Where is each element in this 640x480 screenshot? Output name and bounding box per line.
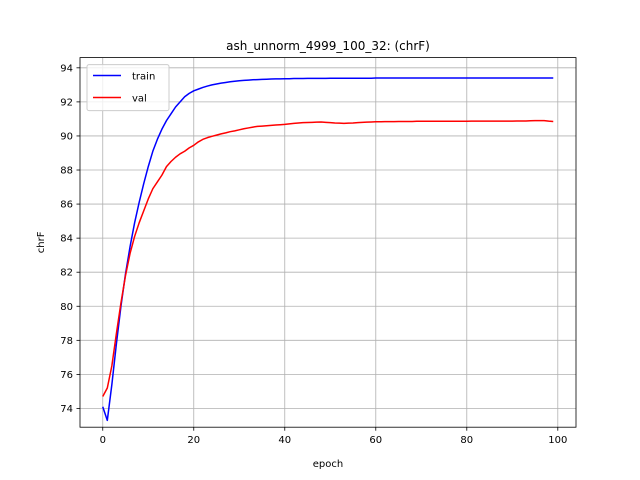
y-tick-label: 78 xyxy=(60,336,73,347)
y-tick-label: 92 xyxy=(60,97,73,108)
chart-title: ash_unnorm_4999_100_32: (chrF) xyxy=(226,39,430,53)
x-tick-label: 0 xyxy=(100,435,106,446)
series-line-train xyxy=(102,77,554,422)
plot-frame xyxy=(79,57,577,428)
y-tick-label: 86 xyxy=(60,200,73,211)
y-tick-label: 74 xyxy=(60,404,73,415)
y-axis-label: chrF xyxy=(36,231,47,253)
legend-label-train: train xyxy=(132,72,155,83)
y-tick-label: 80 xyxy=(60,302,73,313)
x-tick-label: 60 xyxy=(369,435,382,446)
x-tick-label: 40 xyxy=(278,435,291,446)
x-axis-ticks: 0 20 40 60 80 100 xyxy=(100,427,567,446)
legend-label-val: val xyxy=(132,94,147,105)
legend: train val xyxy=(86,64,170,112)
y-tick-label: 84 xyxy=(60,234,73,245)
y-tick-label: 76 xyxy=(60,370,73,381)
legend-box xyxy=(86,64,170,112)
y-tick-label: 82 xyxy=(60,268,73,279)
x-tick-label: 100 xyxy=(548,435,567,446)
plot-area xyxy=(80,57,576,428)
y-tick-label: 94 xyxy=(60,63,73,74)
x-tick-label: 20 xyxy=(187,435,200,446)
series-lines xyxy=(102,77,554,422)
y-tick-label: 90 xyxy=(60,131,73,142)
y-tick-label: 88 xyxy=(60,166,73,177)
x-axis-label: epoch xyxy=(313,459,343,470)
series-line-val xyxy=(102,119,554,397)
x-tick-label: 80 xyxy=(460,435,473,446)
y-axis-ticks: 74 76 78 80 82 84 86 88 90 92 94 xyxy=(60,63,80,415)
grid xyxy=(80,57,576,428)
